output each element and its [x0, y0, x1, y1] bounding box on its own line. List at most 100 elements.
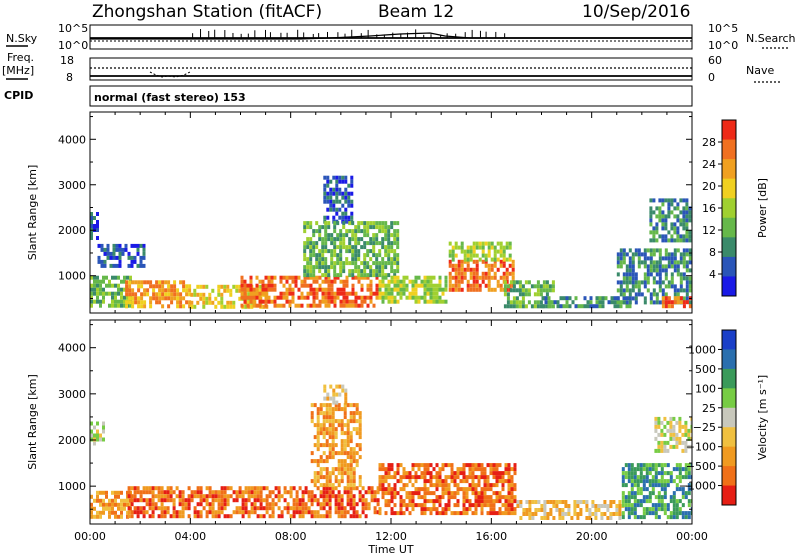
heatmap-cell [363, 233, 367, 238]
heatmap-cell [298, 486, 302, 491]
heatmap-cell [378, 483, 382, 488]
heatmap-cell [326, 175, 330, 180]
heatmap-cell [330, 279, 334, 284]
heatmap-cell [387, 467, 391, 472]
heatmap-cell [551, 304, 555, 309]
heatmap-cell [134, 296, 138, 301]
heatmap-cell [663, 511, 667, 516]
heatmap-cell [366, 287, 370, 292]
heatmap-cell [331, 431, 335, 436]
heatmap-cell [660, 448, 664, 453]
heatmap-cell [417, 467, 421, 472]
heatmap-cell [627, 471, 631, 476]
heatmap-cell [270, 279, 274, 284]
nsearch-label: N.Search [746, 32, 796, 45]
heatmap-cell [340, 443, 344, 448]
heatmap-cell [405, 495, 409, 500]
heatmap-cell [643, 256, 647, 261]
heatmap-cell [682, 304, 686, 309]
heatmap-cell [310, 419, 314, 424]
heatmap-cell [524, 288, 528, 293]
heatmap-cell [633, 495, 637, 500]
heatmap-cell [310, 415, 314, 420]
heatmap-cell [664, 238, 668, 243]
heatmap-cell [349, 415, 353, 420]
heatmap-cell [223, 506, 227, 511]
heatmap-cell [310, 490, 314, 495]
heatmap-cell [90, 433, 93, 438]
heatmap-cell [146, 288, 150, 293]
heatmap-cell [134, 292, 138, 297]
heatmap-cell [340, 419, 344, 424]
heatmap-cell [111, 502, 114, 507]
heatmap-cell [329, 191, 333, 196]
heatmap-cell [331, 467, 335, 472]
heatmap-cell [667, 260, 671, 265]
heatmap-cell [426, 507, 430, 512]
heatmap-cell [637, 292, 641, 297]
heatmap-cell [312, 295, 316, 300]
heatmap-cell [238, 506, 242, 511]
heatmap-cell [322, 443, 326, 448]
heatmap-cell [438, 279, 442, 284]
heatmap-cell [321, 265, 325, 270]
heatmap-cell [453, 475, 457, 480]
heatmap-cell [350, 215, 354, 220]
heatmap-cell [127, 255, 131, 260]
heatmap-cell [550, 300, 554, 305]
heatmap-cell [331, 427, 335, 432]
colorbar-frame [721, 329, 737, 506]
heatmap-cell [463, 267, 467, 272]
heatmap-cell [468, 471, 472, 476]
heatmap-cell [93, 224, 96, 228]
heatmap-cell [561, 512, 565, 516]
heatmap-cell [349, 419, 353, 424]
heatmap-cell [536, 288, 540, 293]
heatmap-cell [384, 225, 388, 230]
heatmap-cell [678, 440, 682, 445]
heatmap-cell [492, 475, 496, 480]
heatmap-cell [387, 241, 391, 246]
heatmap-cell [579, 512, 583, 516]
heatmap-cell [208, 296, 212, 301]
heatmap-cell [323, 187, 327, 192]
heatmap-cell [126, 494, 129, 499]
heatmap-cell [457, 267, 461, 272]
heatmap-cell [199, 502, 203, 507]
heatmap-cell [438, 503, 442, 508]
heatmap-cell [151, 514, 155, 519]
heatmap-cell [543, 516, 547, 520]
heatmap-cell [521, 304, 525, 309]
heatmap-cell [109, 263, 113, 268]
heatmap-cell [469, 275, 473, 280]
heatmap-cell [351, 229, 355, 234]
heatmap-cell [274, 494, 278, 499]
heatmap-cell [325, 494, 329, 499]
heatmap-cell [369, 257, 373, 262]
heatmap-cell [483, 467, 487, 472]
heatmap-cell [679, 256, 683, 261]
heatmap-cell [357, 237, 361, 242]
heatmap-cell [349, 403, 353, 408]
heatmap-cell [495, 479, 499, 484]
heatmap-cell [262, 486, 266, 491]
x-tick-label: 00:00 [676, 530, 708, 543]
heatmap-cell [524, 292, 528, 297]
heatmap-cell [525, 512, 529, 516]
heatmap-cell [334, 443, 338, 448]
heatmap-cell [128, 292, 132, 297]
heatmap-cell [402, 279, 406, 284]
heatmap-cell [294, 303, 298, 308]
heatmap-cell [402, 503, 406, 508]
heatmap-cell [157, 494, 161, 499]
heatmap-cell [369, 225, 373, 230]
heatmap-cell [420, 279, 424, 284]
heatmap-cell [685, 198, 689, 203]
heatmap-cell [672, 432, 676, 437]
heatmap-cell [567, 512, 571, 516]
heatmap-cell [625, 272, 629, 277]
heatmap-cell [261, 299, 265, 304]
heatmap-cell [583, 296, 587, 301]
heatmap-cell [348, 291, 352, 296]
heatmap-cell [344, 396, 348, 401]
